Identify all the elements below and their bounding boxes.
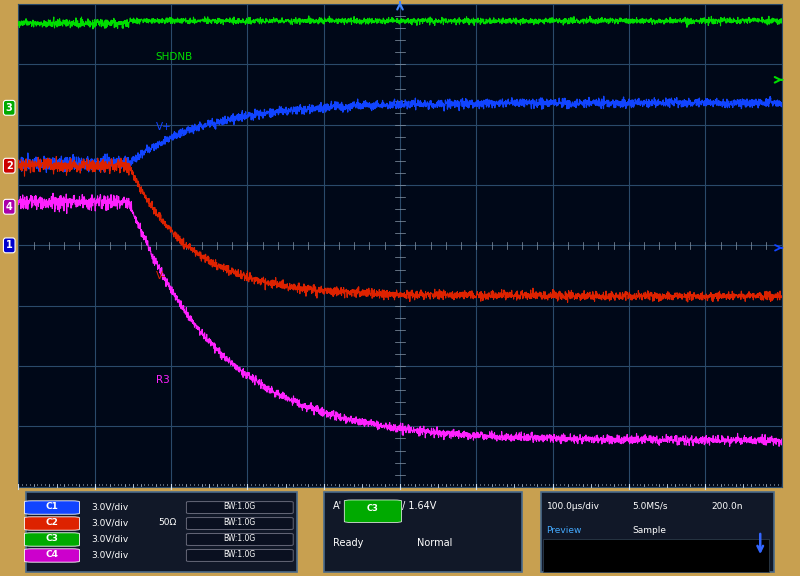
Text: C3: C3 [46, 535, 58, 543]
Text: 3.0V/div: 3.0V/div [91, 535, 128, 543]
Text: Normal: Normal [417, 538, 452, 548]
Text: C2: C2 [46, 518, 58, 528]
Text: SHDNB: SHDNB [156, 51, 193, 62]
Bar [543, 539, 769, 571]
FancyBboxPatch shape [186, 518, 293, 529]
Text: 1: 1 [6, 240, 13, 251]
FancyBboxPatch shape [25, 533, 79, 546]
Text: 5.0MS/s: 5.0MS/s [633, 502, 668, 510]
Text: 2: 2 [6, 161, 13, 170]
FancyBboxPatch shape [25, 549, 79, 562]
Text: 3.0V/div: 3.0V/div [91, 502, 128, 511]
Bar [324, 492, 522, 571]
Text: BW:1.0G: BW:1.0G [224, 535, 256, 543]
Text: R3: R3 [156, 375, 170, 385]
Text: 3: 3 [6, 103, 13, 113]
Text: 3.0V/div: 3.0V/div [91, 550, 128, 559]
Text: C1: C1 [46, 502, 58, 511]
Text: BW:1.0G: BW:1.0G [224, 550, 256, 559]
Text: Ready: Ready [333, 538, 363, 548]
Text: V+: V+ [156, 122, 171, 131]
Text: C4: C4 [46, 550, 58, 559]
Text: 3.0V/div: 3.0V/div [91, 518, 128, 528]
Text: Preview: Preview [546, 526, 582, 535]
FancyBboxPatch shape [344, 500, 402, 522]
Text: A': A' [333, 501, 342, 510]
Text: BW:1.0G: BW:1.0G [224, 518, 256, 528]
Bar [541, 492, 774, 571]
FancyBboxPatch shape [186, 533, 293, 545]
Text: 4: 4 [6, 202, 13, 212]
Bar [26, 492, 297, 571]
Text: V-: V- [156, 271, 166, 281]
FancyBboxPatch shape [25, 517, 79, 530]
Text: Sample: Sample [633, 526, 666, 535]
Text: 200.0n: 200.0n [711, 502, 743, 510]
FancyBboxPatch shape [186, 502, 293, 513]
Text: BW:1.0G: BW:1.0G [224, 502, 256, 511]
Text: 100.0μs/div: 100.0μs/div [546, 502, 599, 510]
Text: C3: C3 [367, 504, 379, 513]
FancyBboxPatch shape [25, 501, 79, 514]
Text: 50Ω: 50Ω [158, 518, 176, 528]
Text: / 1.64V: / 1.64V [402, 501, 436, 510]
FancyBboxPatch shape [186, 550, 293, 561]
